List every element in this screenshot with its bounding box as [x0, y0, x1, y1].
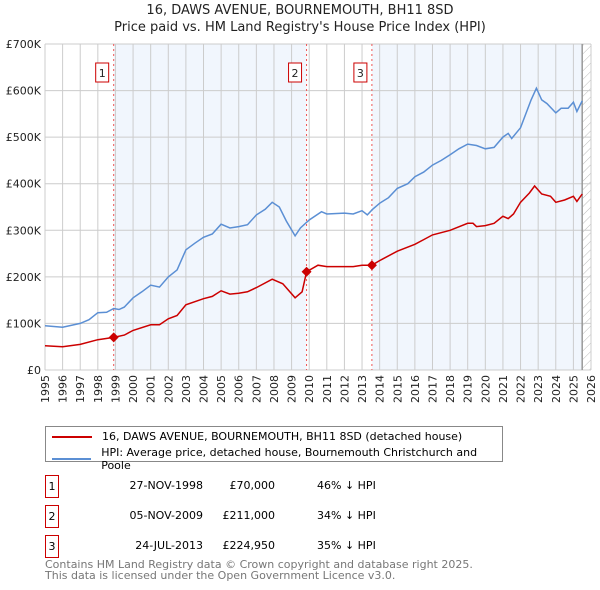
- sale-marker-box: [288, 62, 303, 83]
- sale-marker-label: 3: [45, 535, 59, 558]
- sale-date: 05-NOV-2009: [129, 509, 203, 522]
- chart-subtitle: Price paid vs. HM Land Registry's House …: [114, 20, 486, 35]
- sale-price: £70,000: [229, 479, 276, 492]
- price-chart: 1995 1996 1997 1998 1999 2000 2001 2002 2003 2004…: [6, 38, 598, 403]
- x-tick-label: 2010: [303, 375, 316, 403]
- sale-row-1: 1 27-NOV-1998 £70,000 46% ↓ HPI: [45, 475, 445, 498]
- ownership-period-shade: [113, 44, 307, 370]
- series-line: [44, 184, 583, 348]
- footer-copyright: Contains HM Land Registry data © Crown c…: [45, 558, 473, 571]
- x-tick-label: 1996: [57, 375, 70, 403]
- sale-row-3: 3 24-JUL-2013 £224,950 35% ↓ HPI: [45, 535, 445, 558]
- sale-marker-box: [353, 62, 368, 83]
- x-tick-label: 2016: [409, 375, 422, 403]
- y-tick-label: £600K: [6, 85, 42, 98]
- sale-hpi-diff: 46% ↓ HPI: [317, 479, 376, 492]
- sale-price: £224,950: [222, 539, 276, 552]
- legend-label: HPI: Average price, detached house, Bour…: [101, 446, 478, 472]
- x-tick-label: 2004: [198, 375, 211, 403]
- x-tick-label: 2018: [444, 375, 457, 403]
- x-tick-label: 2005: [215, 375, 228, 403]
- x-tick-label: 2021: [497, 375, 510, 403]
- red-line-swatch: [52, 435, 92, 438]
- x-tick-label: 2020: [479, 375, 492, 403]
- x-tick-label: 2007: [250, 375, 263, 403]
- series-line: [44, 86, 583, 328]
- y-tick-label: £100K: [6, 317, 42, 330]
- sale-marker-label: 3: [357, 67, 364, 80]
- y-tick-label: £0: [27, 364, 41, 377]
- x-tick-label: 2001: [145, 375, 158, 403]
- footer: Contains HM Land Registry data © Crown c…: [45, 559, 473, 581]
- x-tick-label: 1999: [109, 375, 122, 403]
- legend: 16, DAWS AVENUE, BOURNEMOUTH, BH11 8SD (…: [45, 426, 503, 472]
- y-tick-label: £300K: [6, 224, 42, 237]
- sale-marker-label: 2: [45, 505, 59, 528]
- y-tick-label: £500K: [6, 131, 42, 144]
- sale-marker-label: 2: [292, 67, 299, 80]
- sale-point: [366, 260, 377, 271]
- chart-title: 16, DAWS AVENUE, BOURNEMOUTH, BH11 8SD: [146, 3, 454, 18]
- x-tick-label: 1997: [74, 375, 87, 403]
- sale-date: 27-NOV-1998: [129, 479, 203, 492]
- x-tick-label: 2006: [233, 375, 246, 403]
- x-tick-label: 2024: [550, 375, 563, 403]
- x-tick-label: 2025: [567, 375, 580, 403]
- x-tick-label: 2000: [127, 375, 140, 403]
- legend-item-property: 16, DAWS AVENUE, BOURNEMOUTH, BH11 8SD (…: [52, 430, 462, 443]
- sale-point: [108, 332, 119, 343]
- sale-price: £211,000: [222, 509, 276, 522]
- sale-row-2: 2 05-NOV-2009 £211,000 34% ↓ HPI: [45, 505, 445, 528]
- sale-hpi-diff: 35% ↓ HPI: [317, 539, 376, 552]
- x-tick-label: 2022: [515, 375, 528, 403]
- x-tick-label: 2014: [374, 375, 387, 403]
- sale-marker-label: 1: [99, 67, 106, 80]
- ownership-period-shade: [371, 44, 583, 370]
- x-tick-label: 1998: [92, 375, 105, 403]
- sale-date: 24-JUL-2013: [135, 539, 203, 552]
- blue-line-swatch: [52, 458, 92, 460]
- x-tick-label: 2011: [321, 375, 334, 403]
- footer-licence: This data is licensed under the Open Gov…: [45, 569, 396, 582]
- x-tick-label: 2009: [286, 375, 299, 403]
- sale-point: [301, 266, 312, 277]
- legend-label: 16, DAWS AVENUE, BOURNEMOUTH, BH11 8SD (…: [102, 430, 463, 443]
- x-tick-label: 2003: [180, 375, 193, 403]
- y-tick-label: £700K: [6, 38, 42, 51]
- forecast-hatch: [582, 44, 591, 370]
- x-tick-label: 2019: [462, 375, 475, 403]
- x-tick-label: 2008: [268, 375, 281, 403]
- x-tick-label: 2002: [162, 375, 175, 403]
- x-tick-label: 2023: [532, 375, 545, 403]
- x-tick-label: 2017: [426, 375, 439, 403]
- x-tick-label: 2026: [585, 375, 598, 403]
- sale-marker-box: [95, 62, 110, 83]
- x-tick-label: 2013: [356, 375, 369, 403]
- y-tick-label: £200K: [6, 271, 42, 284]
- x-tick-label: 2012: [338, 375, 351, 403]
- legend-item-hpi: HPI: Average price, detached house, Bour…: [52, 446, 502, 472]
- y-tick-label: £400K: [6, 178, 42, 191]
- x-tick-label: 1995: [39, 375, 52, 403]
- sale-marker-label: 1: [45, 475, 59, 498]
- x-tick-label: 2015: [391, 375, 404, 403]
- sale-hpi-diff: 34% ↓ HPI: [317, 509, 376, 522]
